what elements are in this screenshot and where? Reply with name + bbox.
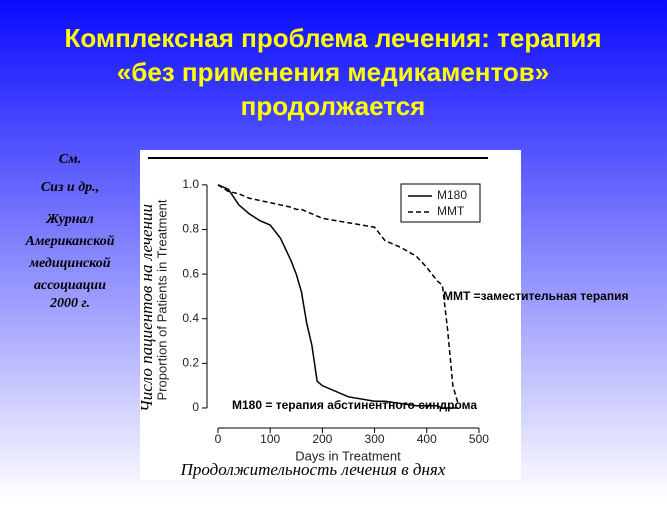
y-tick-label: 0 xyxy=(192,400,199,414)
series-line xyxy=(217,184,459,409)
citation: Сиз и др., xyxy=(41,180,99,195)
citation: 2000 г. xyxy=(49,296,90,311)
x-axis-label-overlay: Продолжительность лечения в днях xyxy=(180,460,446,479)
legend-label: M180 xyxy=(437,188,467,202)
series-line xyxy=(217,184,459,404)
citation: См. xyxy=(59,152,81,167)
citation: медицинской xyxy=(28,256,110,271)
slide-title: «без применения медикаментов» xyxy=(117,57,549,87)
x-tick-label: 200 xyxy=(312,432,332,446)
legend-box xyxy=(400,183,481,223)
y-axis-label: Proportion of Patients in Treatment xyxy=(154,199,169,400)
slide-title: продолжается xyxy=(241,91,426,121)
y-tick-label: 0.6 xyxy=(182,266,199,280)
slide-title: Комплексная проблема лечения: терапия xyxy=(64,23,601,53)
x-tick-label: 500 xyxy=(469,432,489,446)
x-tick-label: 400 xyxy=(417,432,437,446)
citation: ассоциации xyxy=(34,278,106,293)
x-tick-label: 100 xyxy=(260,432,280,446)
y-tick-label: 1.0 xyxy=(182,177,199,191)
x-tick-label: 300 xyxy=(365,432,385,446)
annotation: M180 = терапия абстинентного синдрома xyxy=(232,398,477,412)
x-axis-label: Days in Treatment xyxy=(295,448,401,463)
y-tick-label: 0.2 xyxy=(182,356,199,370)
legend-label: MMT xyxy=(437,204,465,218)
y-tick-label: 0.8 xyxy=(182,222,199,236)
citation: Американской xyxy=(24,234,114,249)
annotation: MMT =заместительная терапия xyxy=(443,289,628,303)
y-tick-label: 0.4 xyxy=(182,311,199,325)
x-tick-label: 0 xyxy=(215,432,222,446)
y-axis-label-overlay: Число пациентов на лечении xyxy=(137,204,156,412)
citation: Журнал xyxy=(45,212,93,227)
